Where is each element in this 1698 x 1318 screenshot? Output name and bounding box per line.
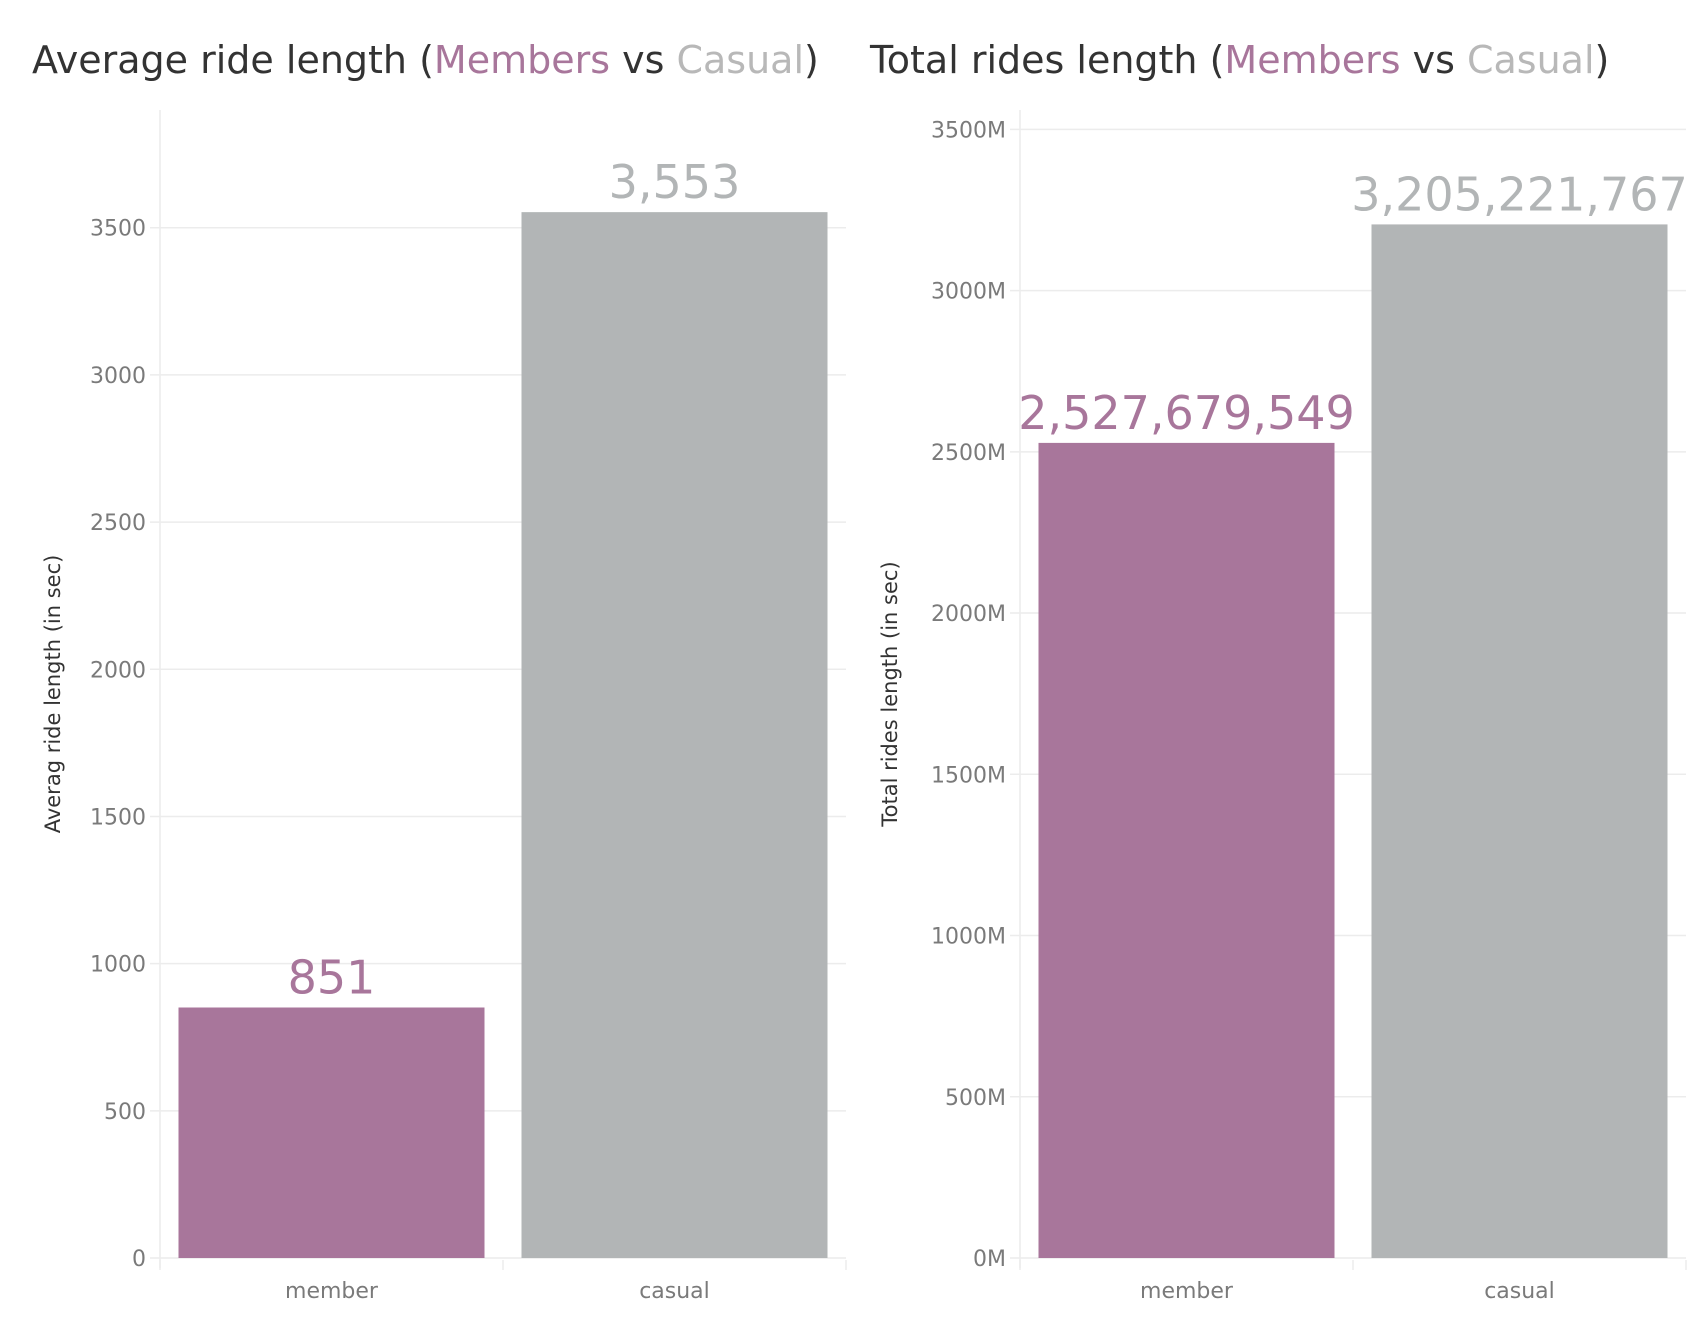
title-vs: vs: [1400, 38, 1467, 82]
title-prefix: Total rides length (: [870, 38, 1225, 82]
x-category-label: casual: [1484, 1279, 1555, 1304]
data-label-casual: 3,553: [609, 155, 741, 209]
y-tick-label: 2500M: [931, 441, 1006, 466]
data-label-member: 851: [288, 951, 376, 1005]
y-tick-label: 0M: [973, 1247, 1006, 1272]
y-tick-label: 0: [132, 1247, 146, 1272]
bar-member: [1038, 442, 1335, 1258]
chart-title-average: Average ride length (Members vs Casual): [32, 38, 819, 82]
y-tick-label: 1000: [90, 953, 146, 978]
title-suffix: ): [804, 38, 819, 82]
y-tick-label: 1500M: [931, 763, 1006, 788]
title-prefix: Average ride length (: [32, 38, 434, 82]
title-casual: Casual: [1466, 38, 1595, 82]
bar-member: [178, 1007, 485, 1258]
title-suffix: ): [1594, 38, 1610, 82]
y-tick-label: 1000M: [931, 925, 1006, 950]
bar-casual: [1371, 224, 1668, 1259]
x-category-label: casual: [639, 1279, 710, 1304]
y-tick-label: 3000M: [931, 280, 1006, 305]
title-vs: vs: [610, 38, 677, 82]
title-members: Members: [1224, 38, 1401, 82]
y-tick-label: 2000M: [931, 602, 1006, 627]
data-label-member: 2,527,679,549: [1018, 386, 1355, 440]
x-category-label: member: [1140, 1279, 1234, 1304]
y-tick-label: 500: [104, 1100, 146, 1125]
title-casual: Casual: [676, 38, 805, 82]
y-tick-label: 3500M: [931, 118, 1006, 143]
y-tick-label: 3500: [90, 217, 146, 242]
y-tick-label: 500M: [945, 1086, 1006, 1111]
y-tick-label: 2000: [90, 658, 146, 683]
data-label-casual: 3,205,221,767: [1351, 167, 1688, 221]
title-members: Members: [433, 38, 611, 82]
bar-casual: [521, 212, 828, 1258]
y-tick-label: 2500: [90, 511, 146, 536]
chart-title-total: Total rides length (Members vs Casual): [870, 38, 1609, 82]
y-axis-title: Averag ride length (in sec): [41, 555, 65, 834]
x-category-label: member: [285, 1279, 379, 1304]
y-tick-label: 3000: [90, 364, 146, 389]
y-tick-label: 1500: [90, 805, 146, 830]
y-axis-title: Total rides length (in sec): [878, 561, 902, 827]
